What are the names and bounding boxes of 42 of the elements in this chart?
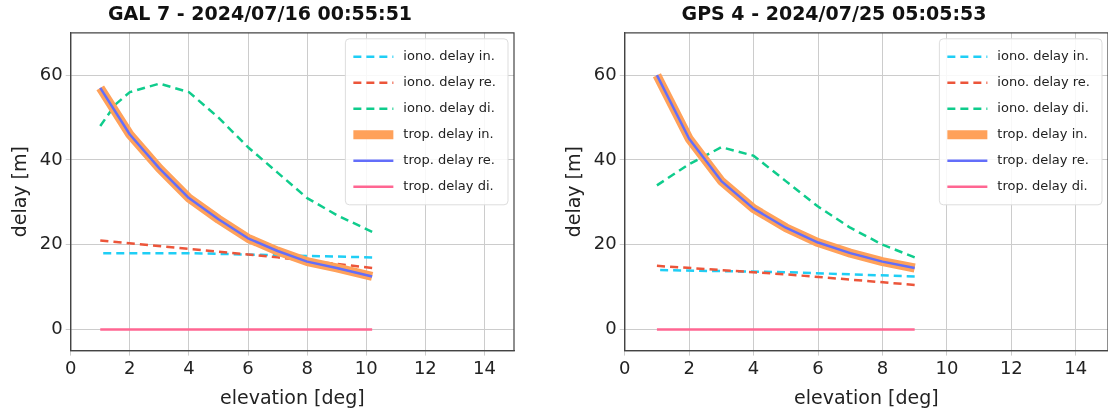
x-tick-label: 8 (876, 357, 889, 379)
legend-label: trop. delay di. (997, 178, 1088, 194)
x-tick-label: 12 (999, 357, 1023, 379)
chart-title: GAL 7 - 2024/07/16 00:55:51 (107, 2, 413, 25)
y-tick-label: 60 (593, 62, 617, 84)
legend-label: iono. delay di. (997, 100, 1089, 116)
x-tick-label: 2 (124, 357, 136, 379)
x-tick-label: 10 (935, 357, 959, 379)
y-axis-title: delay [m] (562, 146, 585, 238)
legend-label: trop. delay in. (997, 126, 1088, 142)
x-tick-label: 0 (618, 357, 631, 379)
x-tick-label: 8 (301, 357, 313, 379)
x-tick-label: 14 (1064, 357, 1088, 379)
y-tick-label: 40 (593, 147, 617, 169)
y-tick-label: 20 (593, 232, 617, 254)
y-tick-label: 0 (605, 317, 617, 339)
y-axis-title: delay [m] (8, 146, 31, 238)
y-tick-label: 60 (39, 62, 63, 84)
legend-label: iono. delay re. (997, 74, 1090, 90)
x-tick-label: 10 (354, 357, 378, 379)
x-tick-label: 4 (183, 357, 195, 379)
x-tick-label: 0 (64, 357, 77, 379)
legend-label: iono. delay in. (997, 48, 1089, 64)
legend-label: trop. delay di. (403, 178, 494, 194)
x-axis-title: elevation [deg] (220, 385, 365, 408)
legend-label: trop. delay in. (403, 126, 494, 142)
x-tick-label: 6 (242, 357, 254, 379)
x-tick-label: 14 (472, 357, 496, 379)
x-axis-title: elevation [deg] (794, 385, 939, 408)
chart-title: GPS 4 - 2024/07/25 05:05:53 (681, 2, 987, 25)
y-tick-label: 0 (51, 317, 63, 339)
legend-label: trop. delay re. (997, 152, 1089, 168)
x-tick-label: 6 (812, 357, 824, 379)
legend-label: iono. delay re. (403, 74, 496, 90)
y-tick-label: 20 (39, 232, 63, 254)
y-tick-label: 40 (39, 147, 63, 169)
x-tick-label: 12 (413, 357, 437, 379)
x-tick-label: 4 (747, 357, 760, 379)
legend-label: iono. delay di. (403, 100, 495, 116)
legend-label: trop. delay re. (403, 152, 495, 168)
x-tick-label: 2 (683, 357, 695, 379)
legend-label: iono. delay in. (403, 48, 495, 64)
